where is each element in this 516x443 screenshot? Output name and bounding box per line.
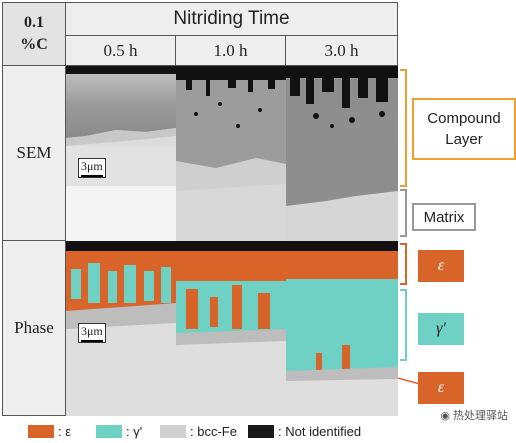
- legend-bcc-label: : bcc-Fe: [190, 423, 237, 439]
- compound-layer-label: Compound Layer: [412, 98, 516, 160]
- matrix-label: Matrix: [412, 203, 476, 231]
- sem-image-0.5h: [66, 66, 176, 241]
- epsilon-text: ε: [437, 257, 445, 274]
- phase-map-1.0h: [176, 241, 286, 416]
- column-header-1.0h: 1.0 h: [176, 36, 286, 66]
- watermark: ◉ 热处理驿站: [440, 407, 508, 423]
- sem-image-3.0h: [286, 66, 398, 241]
- watermark-icon: ◉: [440, 409, 450, 422]
- legend-bcc: : bcc-Fe: [160, 422, 237, 440]
- matrix-text: Matrix: [423, 208, 465, 226]
- epsilon-label: ε: [418, 250, 464, 282]
- legend-gamma: : γ': [96, 422, 142, 440]
- legend-not-identified: : Not identified: [248, 422, 361, 440]
- legend-gamma-label: : γ': [126, 423, 143, 439]
- corner-line-1: 0.1: [24, 14, 44, 31]
- corner-header: 0.1 %C: [2, 2, 66, 66]
- scale-bar-phase-label: 3μm: [81, 324, 103, 338]
- gamma-prime-label: γ': [418, 313, 464, 345]
- legend-epsilon-label: : ε: [58, 423, 72, 439]
- legend-gamma-swatch: [96, 424, 122, 438]
- watermark-text: 热处理驿站: [453, 410, 508, 422]
- legend-bcc-swatch: [160, 424, 186, 438]
- epsilon-lower-label: ε: [418, 372, 464, 404]
- gamma-prime-text: γ': [436, 320, 446, 337]
- annotation-brackets: [398, 69, 421, 385]
- legend-epsilon-swatch: [28, 424, 54, 438]
- phase-map-3.0h: [286, 241, 398, 416]
- legend-epsilon: : ε: [28, 422, 71, 440]
- corner-line-2: %C: [20, 36, 48, 53]
- epsilon-lower-text: ε: [437, 379, 445, 396]
- compound-layer-text: Compound Layer: [427, 110, 501, 148]
- column-header-3.0h: 3.0 h: [286, 36, 398, 66]
- scale-bar-phase: 3μm: [78, 323, 106, 343]
- sem-image-1.0h: [176, 66, 286, 241]
- row-header-sem: SEM: [2, 66, 66, 241]
- legend-not-identified-label: : Not identified: [278, 423, 362, 439]
- column-header-0.5h: 0.5 h: [66, 36, 176, 66]
- row-header-phase: Phase: [2, 241, 66, 416]
- scale-bar-sem-label: 3μm: [81, 159, 103, 173]
- scale-bar-sem: 3μm: [78, 158, 106, 178]
- legend-not-identified-swatch: [248, 424, 274, 438]
- nitriding-time-header: Nitriding Time: [66, 2, 398, 36]
